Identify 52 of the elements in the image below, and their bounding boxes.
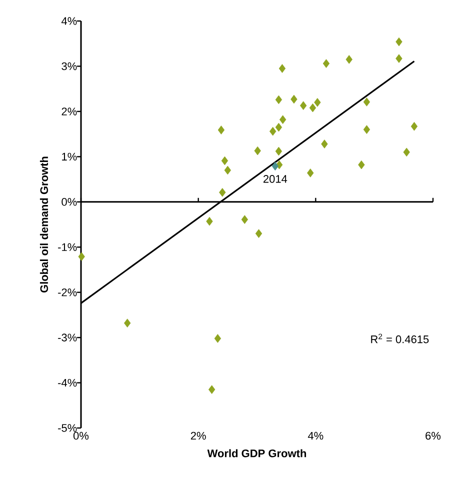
x-tick-label: 2% bbox=[190, 432, 206, 440]
point bbox=[290, 94, 298, 104]
point bbox=[396, 54, 402, 63]
point bbox=[269, 126, 276, 136]
annotation: R$^{2}$ = 0.4615 bbox=[371, 334, 429, 344]
x-tick-label: 0% bbox=[73, 432, 89, 440]
point bbox=[307, 168, 314, 178]
point bbox=[241, 215, 248, 224]
y-tick-label: -5% bbox=[58, 424, 77, 432]
point bbox=[255, 229, 262, 238]
y-tick-label: 4% bbox=[61, 17, 77, 25]
x-axis-title: World GDP Growth bbox=[207, 449, 306, 458]
point bbox=[275, 122, 282, 132]
point bbox=[78, 252, 85, 262]
point bbox=[254, 146, 261, 156]
point bbox=[346, 55, 352, 64]
y-axis-title: Global oil demand Growth bbox=[40, 156, 48, 292]
annotation: 2014 bbox=[264, 175, 288, 183]
y-tick-label: 2% bbox=[62, 108, 77, 116]
x-tick-label: 6% bbox=[426, 432, 441, 440]
point bbox=[321, 140, 328, 148]
point bbox=[363, 98, 370, 106]
point bbox=[275, 95, 282, 104]
point bbox=[275, 146, 282, 156]
point bbox=[219, 188, 226, 197]
point bbox=[314, 98, 321, 107]
point bbox=[322, 59, 330, 68]
point bbox=[309, 103, 316, 112]
point bbox=[363, 125, 370, 134]
y-tick-label: 3% bbox=[62, 62, 77, 70]
point bbox=[206, 216, 213, 226]
y-tick-label: -4% bbox=[58, 378, 77, 387]
point bbox=[278, 64, 286, 73]
x-tick-label: 4% bbox=[308, 432, 324, 440]
y-tick-label: -3% bbox=[58, 334, 77, 342]
point bbox=[224, 166, 232, 175]
point bbox=[410, 122, 418, 131]
point bbox=[218, 126, 225, 134]
point bbox=[396, 37, 402, 46]
point bbox=[300, 101, 307, 110]
y-tick-label: 1% bbox=[62, 152, 77, 161]
point bbox=[403, 148, 410, 157]
point bbox=[124, 318, 131, 328]
point bbox=[208, 385, 216, 394]
point bbox=[358, 160, 365, 170]
y-tick-label: -2% bbox=[58, 288, 77, 296]
y-tick-label: -1% bbox=[58, 243, 77, 251]
point bbox=[272, 162, 279, 171]
point bbox=[214, 334, 222, 343]
y-tick-label: 0% bbox=[62, 198, 77, 206]
point bbox=[221, 156, 228, 166]
point bbox=[279, 115, 286, 124]
